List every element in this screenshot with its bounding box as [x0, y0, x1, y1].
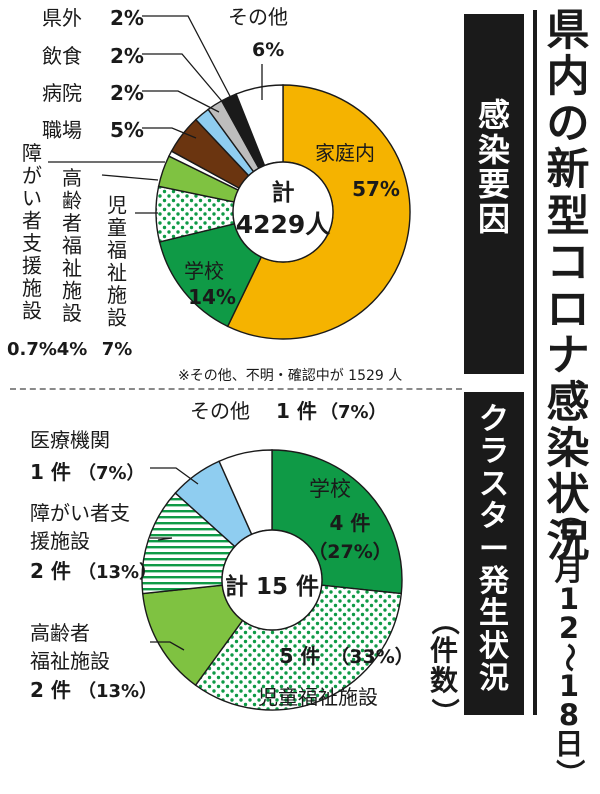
pie1-value-jido: 7%	[102, 339, 133, 360]
pie-charts: 計 4229人 家庭内 57% 学校 14% 県外 2% 飲食 2% 病院 2%…	[7, 5, 414, 711]
pie1-value-kateinai: 57%	[352, 177, 400, 201]
pie1-value-sonota: 6%	[252, 39, 284, 61]
pie2-pct-shogaisha: （13%）	[78, 562, 157, 583]
pie2-label-shogaisha-2: 援施設	[30, 529, 90, 553]
pie1-value-shogaisha-num: 0.7%	[7, 339, 57, 360]
pie1-label-jido-char-1: 童	[107, 216, 127, 240]
pie1-label-byoin: 病院	[42, 81, 82, 105]
pie1-label-koreisha-char-2: 者	[62, 211, 82, 235]
pie1-label-koreisha-char-6: 設	[62, 301, 82, 325]
pie1-label-koreisha-char-1: 齢	[62, 189, 82, 213]
pie1-center-label-1: 計	[272, 179, 295, 206]
pie2-label-gakko: 学校	[309, 477, 351, 501]
pie1-center-label-2: 4229人	[236, 210, 331, 239]
pie1-label-koreisha-char-3: 福	[62, 234, 82, 258]
pie1-label-koreisha-char-0: 高	[62, 166, 82, 190]
pie1-label-shogaisha-char-0: 障	[22, 141, 42, 165]
pie1-center-hole	[232, 161, 334, 263]
pie1-label-kateinai: 家庭内	[315, 141, 375, 165]
pie1-label-shokuba: 職場	[42, 118, 82, 142]
pie1-label-jido-char-2: 福	[107, 238, 127, 262]
pie1-value-gakko: 14%	[188, 285, 236, 309]
pie2-count-koreisha: 2 件	[30, 678, 71, 702]
pie1-label-jido-char-3: 祉	[107, 261, 127, 285]
pie2-count-shogaisha: 2 件	[30, 559, 71, 583]
pie2-label-koreisha-2: 福祉施設	[30, 649, 110, 673]
section-unit-label: （件数）	[428, 607, 462, 726]
divider-horizontal	[10, 388, 462, 390]
pie2-value-jido: 5 件	[280, 644, 321, 668]
pie2-count-sonota: 1 件	[276, 399, 317, 423]
pie1-label-koreisha-char-5: 施	[62, 279, 82, 303]
pie2-pct-gakko: （27%）	[308, 540, 391, 563]
pie1-label-koreisha-char-4: 祉	[62, 256, 82, 280]
pie1-label-jido-char-4: 施	[107, 283, 127, 307]
pie2-label-iryo: 医療機関	[30, 428, 110, 452]
pie1-label-shogaisha-char-7: 設	[22, 299, 42, 323]
pie1-value-kengai: 2%	[110, 6, 144, 30]
pie1-label-inshoku: 飲食	[42, 44, 82, 68]
pie1-label-gakko: 学校	[184, 259, 224, 283]
main-title: 県内の新型コロナ感染状況	[546, 6, 590, 567]
pie1-note: ※その他、不明・確認中が 1529 人	[178, 368, 402, 384]
pie1-label-sonota: その他	[228, 5, 288, 29]
pie2-pct-iryo: （7%）	[78, 463, 145, 484]
pie1-label-jido-char-5: 設	[107, 306, 127, 330]
pie2-label-shogaisha-1: 障がい者支	[30, 501, 130, 525]
pie1-value-byoin: 2%	[110, 81, 144, 105]
pie1-value-shokuba: 5%	[110, 118, 144, 142]
pie2-pct-jido: （33%）	[330, 645, 413, 668]
divider-vertical	[533, 10, 537, 715]
pie2-pct-sonota: （7%）	[320, 402, 387, 423]
pie1-label-shogaisha-char-5: 援	[22, 254, 42, 278]
pie2-label-jido: 児童福祉施設	[258, 685, 378, 709]
section-title-cluster: クラスター発生状況	[464, 392, 524, 715]
pie2-pct-koreisha: （13%）	[78, 681, 157, 702]
section-title-infection-cause: 感染要因	[464, 14, 524, 374]
pie2-center-label: 計 15 件	[225, 573, 319, 600]
pie1-leader-lines	[48, 15, 263, 214]
pie2-count-iryo: 1 件	[30, 460, 71, 484]
pie2-label-koreisha-1: 高齢者	[30, 621, 90, 645]
pie1-label-kengai: 県外	[42, 6, 82, 30]
pie2-count-gakko: 4 件	[330, 511, 371, 535]
pie1-value-inshoku: 2%	[110, 44, 144, 68]
pie1-label-shogaisha-char-6: 施	[22, 276, 42, 300]
pie2-label-sonota: その他	[190, 399, 250, 423]
pie1-label-shogaisha-char-3: 者	[22, 209, 42, 233]
pie2-center-hole	[221, 529, 323, 631]
pie2-leader-lines	[150, 467, 199, 651]
pie1-label-shogaisha-char-2: い	[22, 186, 42, 210]
pie1-label-jido-char-0: 児	[107, 193, 127, 217]
pie1-label-shogaisha-char-1: が	[22, 164, 42, 188]
pie1-label-shogaisha-char-4: 支	[22, 231, 42, 255]
pie1-value-koreisha: 4%	[57, 339, 88, 360]
